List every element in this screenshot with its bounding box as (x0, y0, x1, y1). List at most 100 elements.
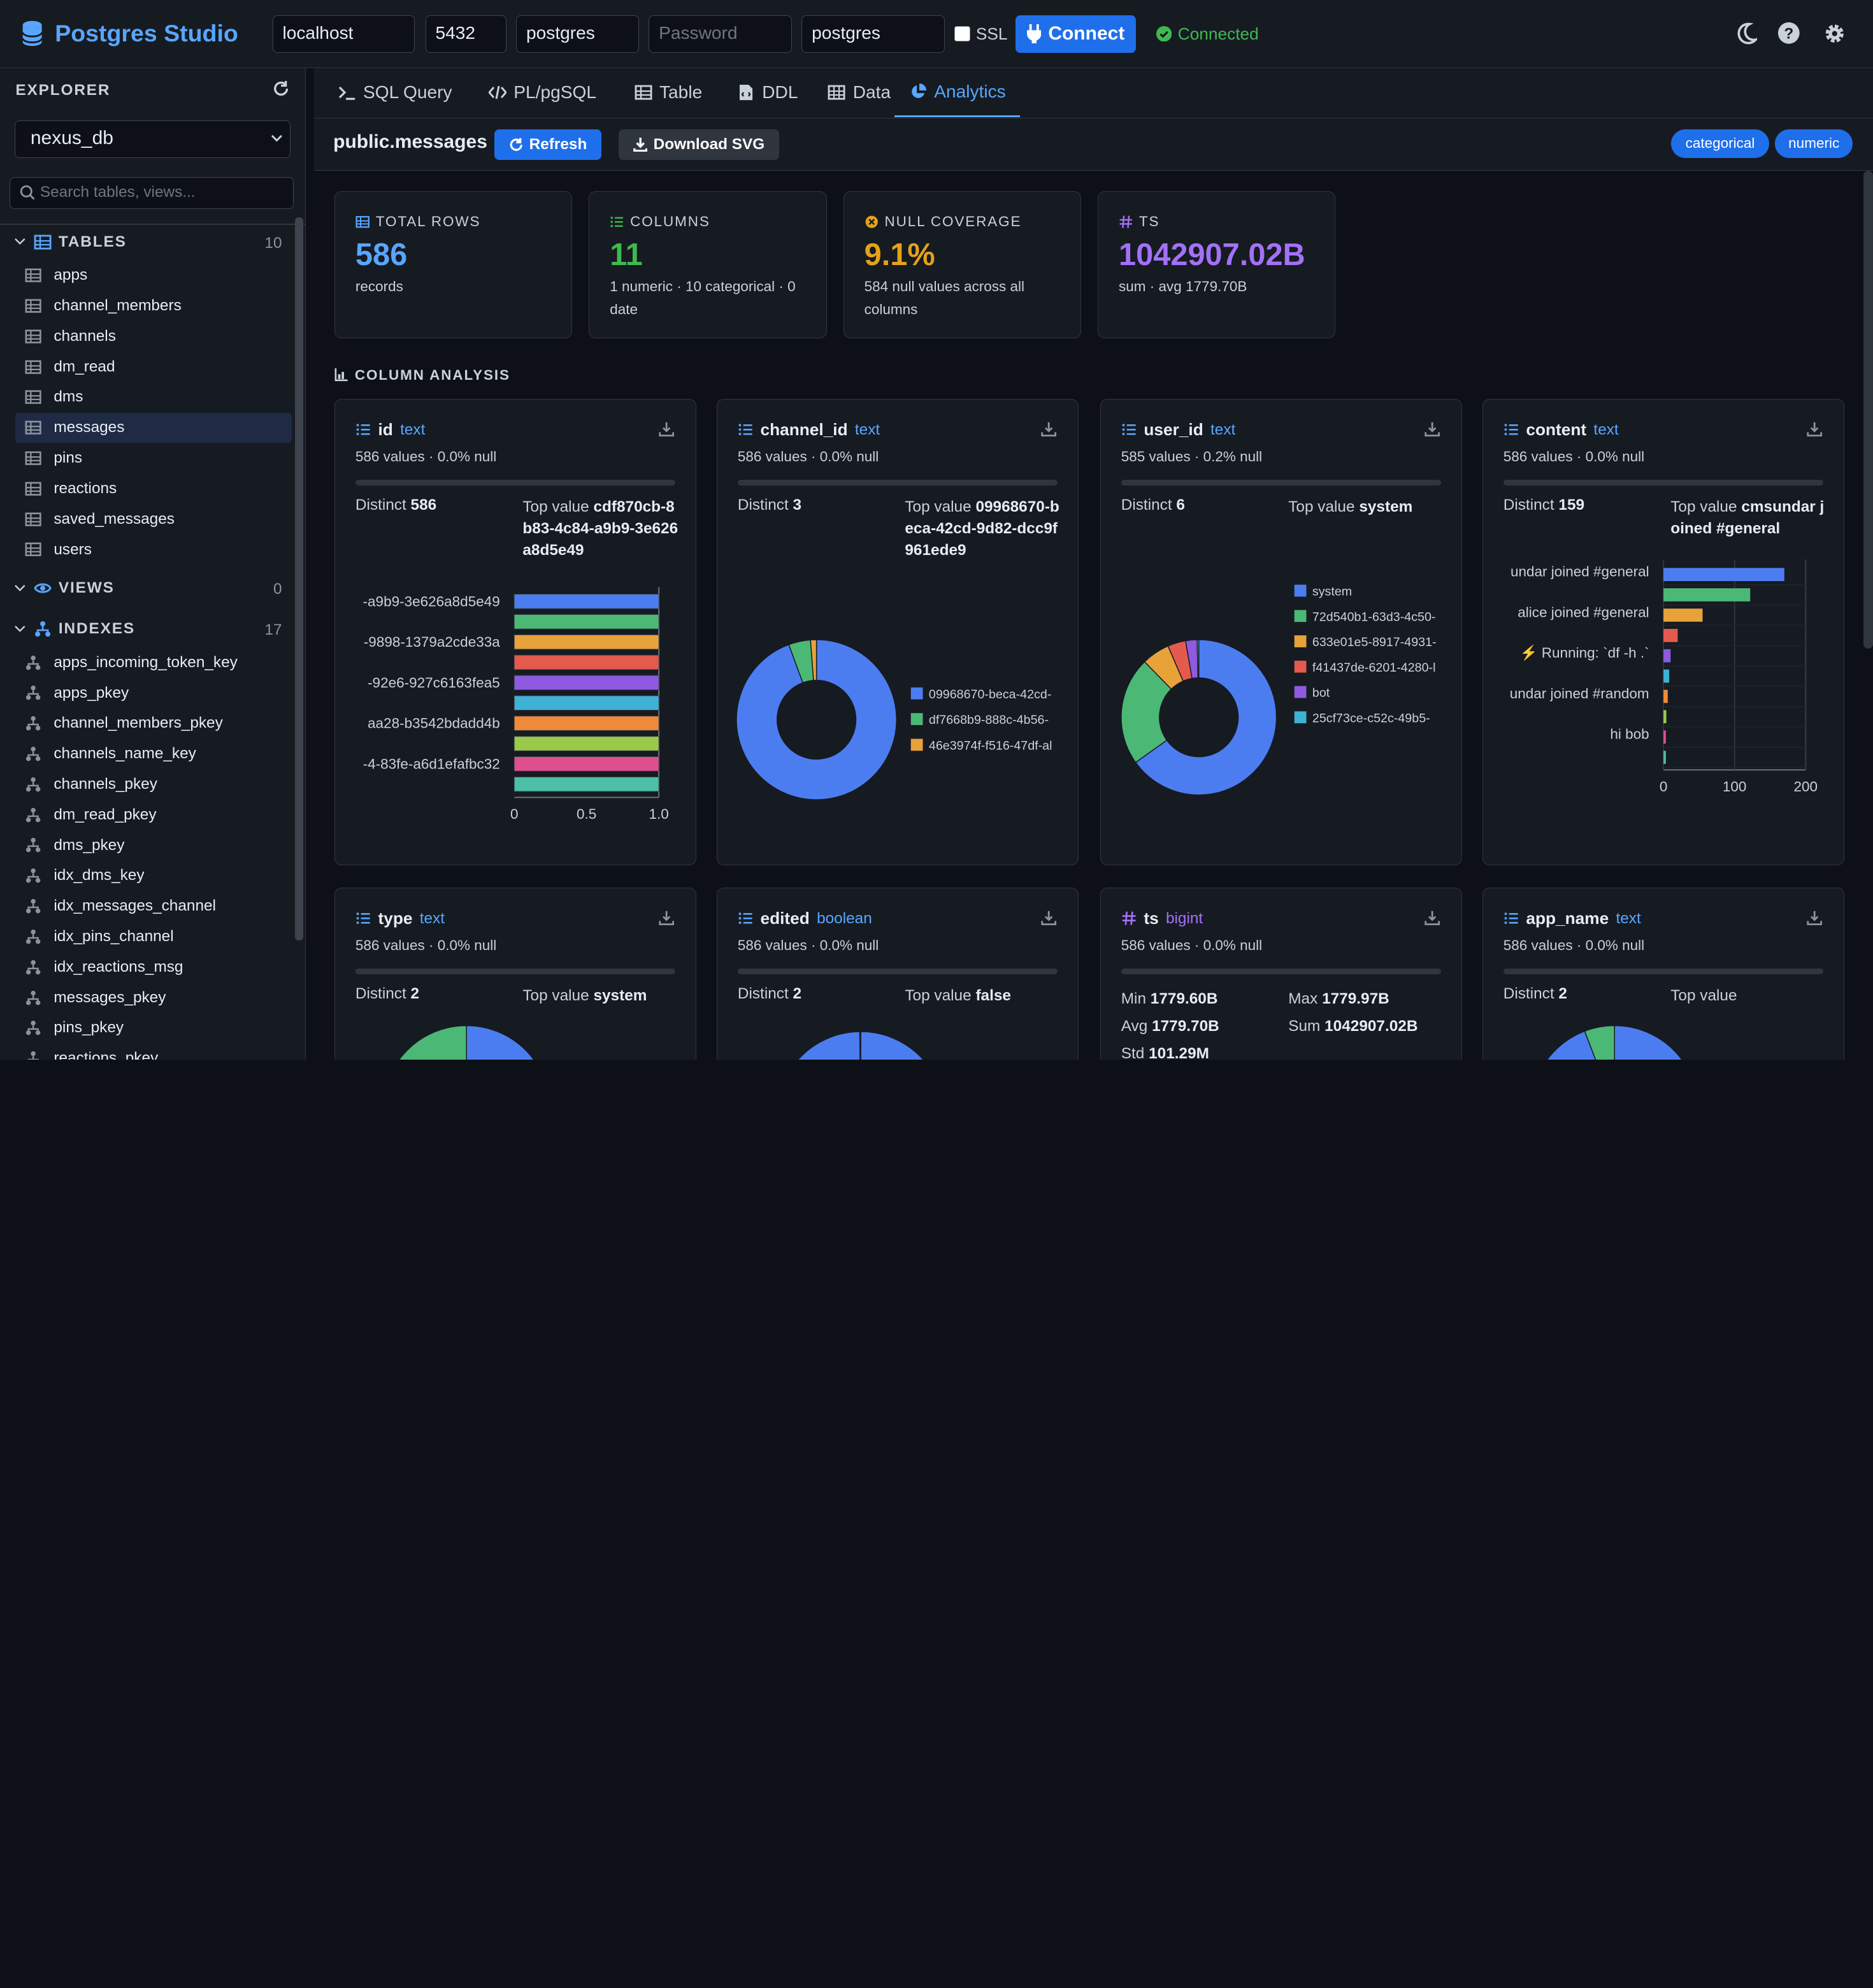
pie-slice-0[interactable] (383, 1025, 550, 1060)
download-icon[interactable] (659, 421, 675, 437)
bar-8[interactable] (1663, 730, 1666, 744)
pill-categorical[interactable]: categorical (1671, 129, 1769, 158)
bar-8[interactable] (513, 756, 659, 772)
top-value-label: Top value (522, 987, 589, 1004)
bar-7[interactable] (1663, 710, 1667, 724)
sidebar-table-dms[interactable]: dms (15, 382, 291, 412)
gear-icon[interactable] (1823, 22, 1847, 46)
ssl-checkbox[interactable] (954, 25, 970, 42)
pie-slice-1[interactable] (1584, 1025, 1615, 1060)
bar-5[interactable] (1663, 670, 1669, 683)
sidebar-table-saved-messages[interactable]: saved_messages (15, 504, 291, 534)
sidebar-table-messages[interactable]: messages (15, 412, 292, 443)
download-icon[interactable] (659, 910, 675, 925)
sidebar-index-apps-incoming-token-key[interactable]: apps_incoming_token_key (15, 647, 291, 677)
password-input[interactable]: Password (649, 15, 793, 53)
moon-icon[interactable] (1735, 22, 1758, 46)
refresh-button[interactable]: Refresh (494, 129, 601, 161)
sidebar-table-apps[interactable]: apps (15, 261, 291, 291)
sidebar-table-channels[interactable]: channels (15, 321, 291, 351)
host-input[interactable]: localhost (272, 15, 415, 53)
donut-slice-2[interactable] (810, 639, 817, 681)
bar-9[interactable] (513, 777, 659, 792)
bar-9[interactable] (1663, 751, 1666, 765)
content-scrollbar[interactable] (1863, 171, 1873, 649)
stat-sum-value: 1042907.02B (1324, 1018, 1418, 1035)
donut-slice-0[interactable] (736, 639, 897, 801)
bar-4[interactable] (513, 675, 659, 691)
list-icon (356, 912, 370, 925)
sidebar-scrollbar[interactable] (295, 217, 304, 940)
bar-4[interactable] (1663, 649, 1671, 663)
donut-slice-0[interactable] (1135, 639, 1277, 796)
bar-5[interactable] (513, 695, 659, 711)
bar-1[interactable] (513, 614, 659, 630)
download-icon[interactable] (1424, 910, 1440, 925)
sidebar-index-channels-name-key[interactable]: channels_name_key (15, 739, 291, 769)
sidebar-index-channel-members-pkey[interactable]: channel_members_pkey (15, 709, 291, 738)
database-select[interactable]: nexus_db (14, 120, 291, 158)
download-icon[interactable] (1041, 910, 1057, 925)
bar-2[interactable] (513, 635, 659, 650)
bar-1[interactable] (1663, 588, 1751, 602)
column-card-type: type text 586 values · 0.0% null Distinct 2… (334, 888, 697, 1060)
download-icon[interactable] (1807, 421, 1823, 437)
donut-slice-5[interactable] (1196, 639, 1200, 679)
bar-3[interactable] (513, 655, 659, 670)
tab-data[interactable]: Data (828, 68, 891, 117)
sidebar-index-apps-pkey[interactable]: apps_pkey (15, 678, 291, 708)
help-icon[interactable]: ? (1777, 22, 1800, 45)
sidebar-item-label: saved_messages (54, 510, 175, 528)
download-icon[interactable] (1424, 421, 1440, 437)
sidebar-table-channel-members[interactable]: channel_members (15, 291, 291, 321)
bar-6[interactable] (1663, 689, 1668, 703)
distinct-value: 3 (793, 496, 802, 514)
sidebar-index-idx-reactions-msg[interactable]: idx_reactions_msg (15, 952, 291, 982)
bar-7[interactable] (513, 736, 659, 751)
download-icon[interactable] (1807, 910, 1823, 925)
sidebar-table-users[interactable]: users (15, 535, 291, 565)
bar-2[interactable] (1663, 609, 1703, 622)
tab-table[interactable]: Table (635, 68, 702, 117)
tab-plpgsql[interactable]: PL/pgSQL (488, 68, 596, 117)
port-input[interactable]: 5432 (425, 15, 506, 53)
refresh-icon[interactable] (273, 80, 289, 97)
sidebar-table-reactions[interactable]: reactions (15, 473, 291, 503)
download-svg-button[interactable]: Download SVG (619, 129, 779, 161)
user-input[interactable]: postgres (516, 15, 640, 53)
bar-0[interactable] (1663, 568, 1784, 582)
indexes-section-count: 17 (264, 621, 282, 638)
sidebar-index-idx-dms-key[interactable]: idx_dms_key (15, 861, 291, 891)
donut-slice-1[interactable] (1121, 661, 1172, 763)
stat-avg-label: Avg (1121, 1018, 1148, 1035)
sidebar-index-dm-read-pkey[interactable]: dm_read_pkey (15, 800, 291, 830)
sidebar-index-dms-pkey[interactable]: dms_pkey (15, 830, 291, 860)
pill-numeric[interactable]: numeric (1775, 129, 1853, 158)
sidebar-index-idx-pins-channel[interactable]: idx_pins_channel (15, 922, 291, 952)
table-search-input[interactable]: Search tables, views... (10, 176, 294, 210)
pie-slice-1[interactable] (859, 1031, 861, 1060)
null-bar (1503, 479, 1824, 486)
tables-section[interactable]: TABLES (13, 233, 127, 251)
pie-slice-1[interactable] (383, 1025, 467, 1060)
sidebar-index-idx-messages-channel[interactable]: idx_messages_channel (15, 891, 291, 921)
ssl-toggle[interactable]: SSL (954, 24, 1008, 44)
bar-6[interactable] (513, 716, 659, 731)
views-section[interactable]: VIEWS (13, 579, 115, 597)
bar-0[interactable] (513, 594, 659, 609)
database-input[interactable]: postgres (801, 15, 945, 53)
sidebar-index-pins-pkey[interactable]: pins_pkey (15, 1013, 291, 1043)
tab-analytics[interactable]: Analytics (894, 68, 1021, 117)
download-icon[interactable] (1041, 421, 1057, 437)
sidebar-index-channels-pkey[interactable]: channels_pkey (15, 770, 291, 800)
sidebar-table-dm-read[interactable]: dm_read (15, 352, 291, 382)
tab-sqlquery[interactable]: SQL Query (338, 68, 452, 117)
sidebar-index-reactions-pkey[interactable]: reactions_pkey (15, 1044, 291, 1060)
sidebar-table-pins[interactable]: pins (15, 443, 291, 473)
indexes-section[interactable]: INDEXES (13, 620, 135, 638)
bar-3[interactable] (1663, 629, 1678, 642)
tab-ddl[interactable]: DDL (737, 68, 798, 117)
connect-button[interactable]: Connect (1015, 15, 1137, 53)
sidebar-item-label: idx_messages_channel (54, 897, 216, 915)
sidebar-index-messages-pkey[interactable]: messages_pkey (15, 983, 291, 1012)
